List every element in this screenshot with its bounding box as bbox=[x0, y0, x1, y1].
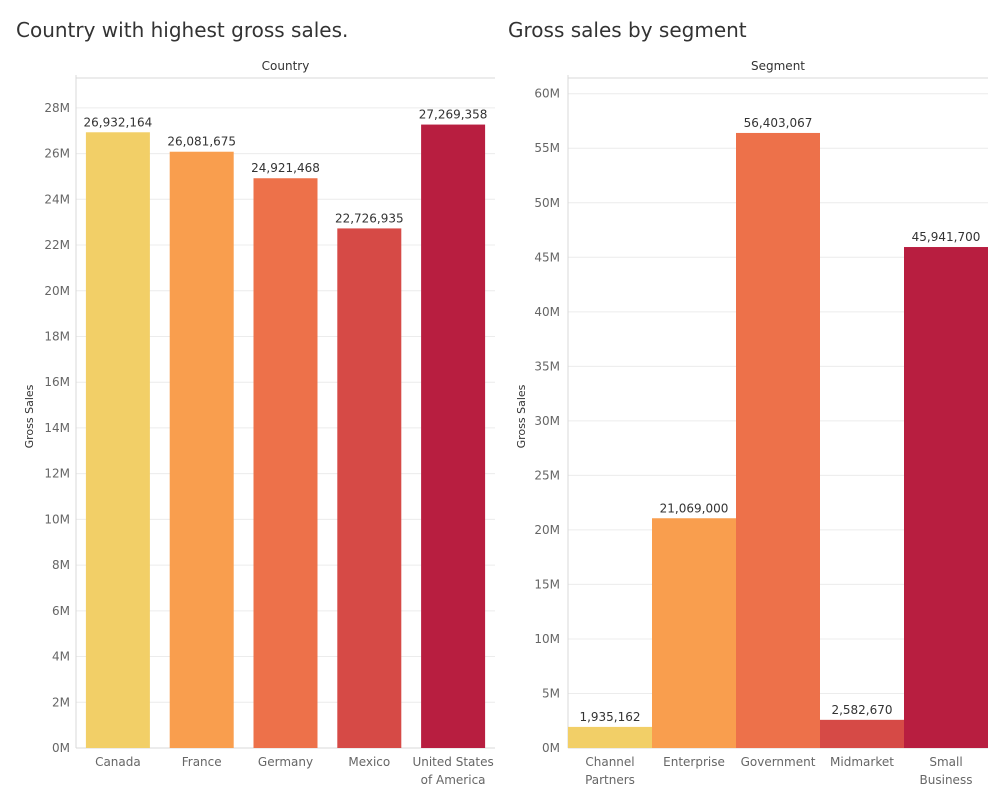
y-tick-label: 0M bbox=[542, 741, 560, 755]
bar bbox=[421, 124, 486, 749]
data-label: 26,932,164 bbox=[84, 115, 153, 129]
chart-panel-country: Country with highest gross sales. Countr… bbox=[16, 18, 495, 787]
x-tick-label: Partners bbox=[585, 773, 635, 787]
y-tick-label: 20M bbox=[534, 523, 560, 537]
y-tick-label: 15M bbox=[534, 577, 560, 591]
x-tick-label: Channel bbox=[585, 755, 634, 769]
x-tick-label: Midmarket bbox=[830, 755, 894, 769]
x-tick-label: Government bbox=[741, 755, 816, 769]
x-tick-label: Enterprise bbox=[663, 755, 725, 769]
bar bbox=[736, 132, 820, 748]
x-tick-label: Canada bbox=[95, 755, 141, 769]
y-tick-label: 24M bbox=[44, 192, 70, 206]
y-axis-title: Gross Sales bbox=[23, 384, 36, 448]
data-label: 1,935,162 bbox=[579, 710, 640, 724]
y-tick-label: 50M bbox=[534, 196, 560, 210]
y-tick-label: 10M bbox=[534, 632, 560, 646]
y-tick-label: 18M bbox=[44, 329, 70, 343]
y-tick-label: 8M bbox=[52, 558, 70, 572]
data-label: 2,582,670 bbox=[831, 703, 892, 717]
bar bbox=[820, 719, 904, 748]
segment-bar-chart: Segment 0M 5M 10M 15M 20M 25M 30M 35M 40M 45M 50M 55… bbox=[515, 59, 988, 787]
y-tick-label: 60M bbox=[534, 87, 560, 101]
bar bbox=[568, 726, 652, 748]
data-label: 45,941,700 bbox=[912, 230, 981, 244]
y-tick-label: 5M bbox=[542, 686, 560, 700]
x-tick-label: Germany bbox=[258, 755, 313, 769]
y-tick-label: 35M bbox=[534, 359, 560, 373]
y-tick-label: 4M bbox=[52, 650, 70, 664]
data-label: 22,726,935 bbox=[335, 211, 404, 225]
bar bbox=[85, 132, 150, 748]
bar bbox=[337, 228, 402, 749]
x-tick-label: Mexico bbox=[348, 755, 390, 769]
y-tick-label: 55M bbox=[534, 141, 560, 155]
y-tick-label: 20M bbox=[44, 284, 70, 298]
x-tick-label: France bbox=[182, 755, 222, 769]
x-tick-label: Business bbox=[920, 773, 973, 787]
y-tick-label: 0M bbox=[52, 741, 70, 755]
chart-title: Gross sales by segment bbox=[508, 18, 747, 42]
y-tick-label: 6M bbox=[52, 604, 70, 618]
bar bbox=[904, 247, 988, 748]
y-tick-label: 40M bbox=[534, 305, 560, 319]
bar bbox=[169, 151, 234, 749]
x-tick-label: of America bbox=[421, 773, 486, 787]
chart-title: Country with highest gross sales. bbox=[16, 18, 349, 42]
data-label: 21,069,000 bbox=[660, 501, 729, 515]
column-header: Segment bbox=[751, 59, 805, 73]
y-tick-label: 25M bbox=[534, 468, 560, 482]
data-label: 56,403,067 bbox=[744, 116, 813, 130]
y-tick-label: 16M bbox=[44, 375, 70, 389]
y-tick-label: 12M bbox=[44, 467, 70, 481]
x-tick-label: United States bbox=[412, 755, 493, 769]
y-tick-label: 2M bbox=[52, 695, 70, 709]
y-tick-label: 22M bbox=[44, 238, 70, 252]
data-label: 26,081,675 bbox=[167, 135, 236, 149]
y-tick-label: 10M bbox=[44, 512, 70, 526]
y-tick-label: 45M bbox=[534, 250, 560, 264]
y-tick-label: 26M bbox=[44, 147, 70, 161]
chart-panel-segment: Gross sales by segment Segment 0M 5M 10M 15M… bbox=[500, 0, 999, 799]
bar bbox=[253, 178, 318, 749]
y-axis-title: Gross Sales bbox=[515, 384, 528, 448]
country-bar-chart: Country 0M 2M 4M 6M 8M 10M 12M 14M 16M 18M 20M 22M 24… bbox=[23, 59, 495, 787]
column-header: Country bbox=[262, 59, 310, 73]
data-label: 27,269,358 bbox=[419, 108, 488, 122]
x-tick-label: Small bbox=[929, 755, 962, 769]
data-label: 24,921,468 bbox=[251, 161, 320, 175]
y-tick-label: 14M bbox=[44, 421, 70, 435]
y-tick-label: 28M bbox=[44, 101, 70, 115]
y-tick-label: 30M bbox=[534, 414, 560, 428]
bar bbox=[652, 518, 736, 748]
